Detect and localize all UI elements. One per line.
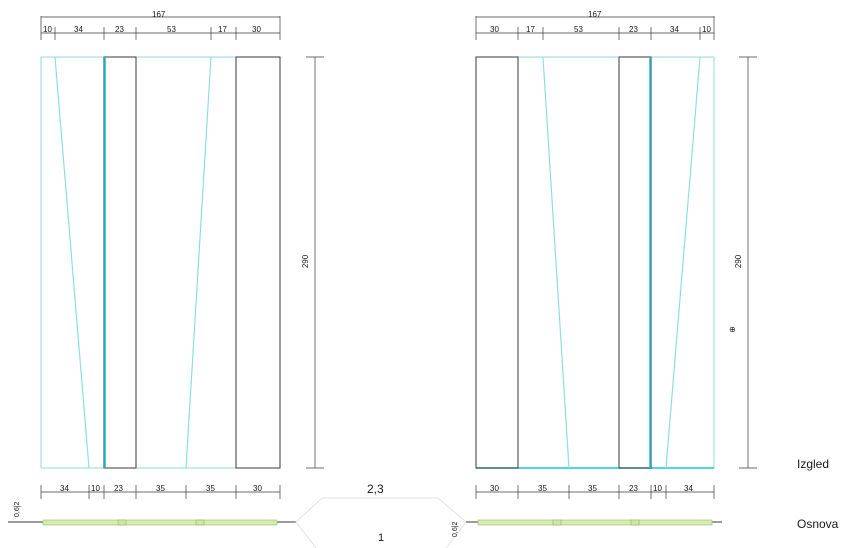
right-plan-note: 0,6|2	[452, 521, 459, 537]
left-bottom-dim-4: 35	[156, 484, 165, 493]
right-elevation	[466, 16, 757, 526]
plan-label: Osnova	[797, 517, 839, 531]
right-center-sash	[618, 56, 652, 469]
left-plan-strip	[8, 519, 296, 526]
right-top-dim-5: 34	[670, 25, 679, 34]
left-top-dim-6: 30	[252, 25, 261, 34]
center-opening-symbol	[295, 497, 467, 548]
center-bottom-label: 1	[378, 532, 385, 544]
right-bottom-dim-6: 34	[684, 484, 693, 493]
left-top-dim-2: 34	[74, 25, 83, 34]
left-right-sash	[235, 56, 281, 469]
left-top-dim-1: 10	[43, 25, 52, 34]
left-pleat-line-1	[54, 56, 90, 469]
right-top-dim-line	[475, 16, 715, 40]
right-top-dim-1: 30	[490, 25, 499, 34]
right-top-dim-2: 17	[526, 25, 535, 34]
center-top-label: 2,3	[367, 482, 384, 496]
left-plan-note: 0,6|2	[14, 501, 21, 517]
left-outer-frame	[40, 56, 281, 469]
right-marker-icon: ⊕	[729, 325, 736, 334]
right-bottom-dim-line	[475, 485, 715, 499]
left-center-sash	[103, 56, 137, 469]
left-bottom-dim-1: 34	[60, 484, 69, 493]
left-top-dim-3: 23	[115, 25, 124, 34]
right-pleat-line-1	[542, 56, 570, 469]
right-total-width: 167	[588, 10, 602, 19]
right-bottom-dim-5: 10	[653, 484, 662, 493]
left-bottom-dim-5: 35	[206, 484, 215, 493]
right-height-value: 290	[734, 254, 744, 269]
right-bottom-dim-1: 30	[490, 484, 499, 493]
left-top-dim-4: 53	[167, 25, 176, 34]
right-top-dim-4: 23	[629, 25, 638, 34]
left-bottom-dim-2: 10	[91, 484, 100, 493]
left-bottom-dim-line	[40, 485, 281, 499]
right-plan-strip	[466, 519, 722, 526]
right-left-sash	[475, 56, 519, 469]
left-top-dim-5: 17	[218, 25, 227, 34]
right-outer-frame	[475, 56, 715, 469]
left-height-value: 290	[301, 254, 311, 269]
elevation-label: Izgled	[797, 457, 830, 471]
left-bottom-dim-3: 23	[114, 484, 123, 493]
left-height-dim	[306, 56, 324, 469]
left-total-width: 167	[152, 10, 166, 19]
right-height-dim	[739, 56, 757, 469]
left-elevation	[8, 16, 324, 526]
right-pleat-line-2	[665, 56, 701, 469]
left-bottom-dim-6: 30	[253, 484, 262, 493]
right-bottom-dim-2: 35	[538, 484, 547, 493]
right-bottom-dim-3: 35	[588, 484, 597, 493]
right-top-dim-3: 53	[574, 25, 583, 34]
right-top-dim-6: 10	[702, 25, 711, 34]
left-pleat-line-2	[185, 56, 212, 469]
right-bottom-dim-4: 23	[629, 484, 638, 493]
